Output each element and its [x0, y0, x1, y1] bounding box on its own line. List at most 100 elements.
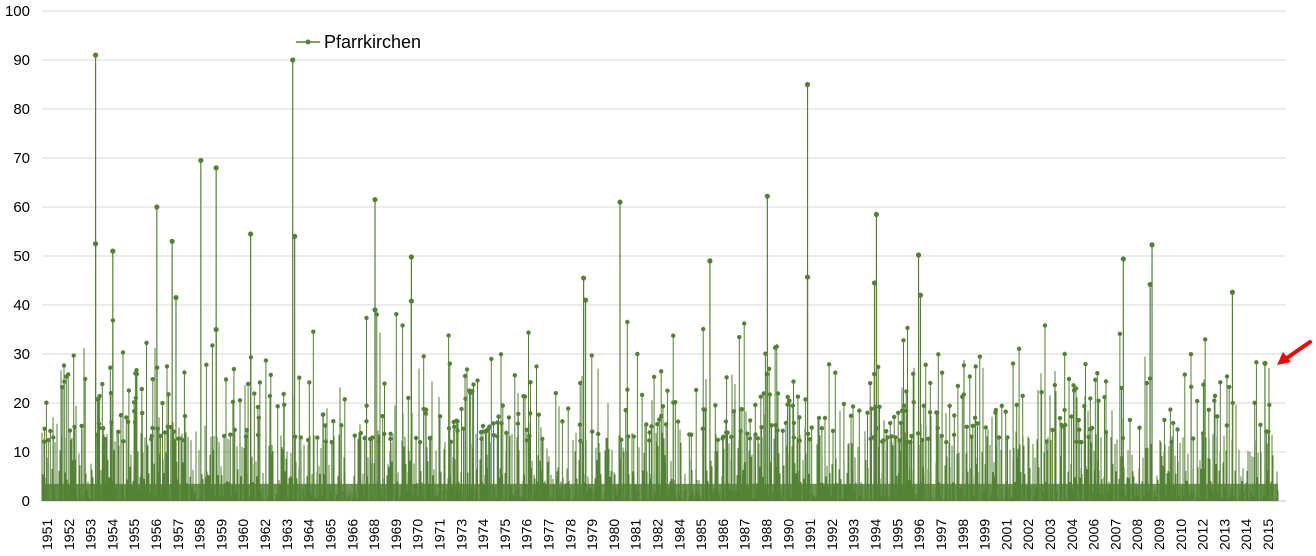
y-axis-ticks: 0 10 20 30 40 50 60 70 80 90 100 [5, 3, 30, 510]
red-arrow-annotation [1277, 340, 1312, 365]
data-point [109, 420, 114, 425]
data-point [961, 363, 967, 368]
data-point [738, 428, 743, 434]
x-tick-label: 2004 [1064, 519, 1080, 550]
data-point [72, 424, 77, 430]
peak-point [92, 241, 99, 247]
data-point [164, 364, 170, 369]
x-tick-label: 1984 [671, 519, 687, 550]
peak-point [292, 233, 298, 239]
data-point [764, 371, 769, 377]
data-point [79, 423, 84, 429]
x-tick-label: 1976 [519, 519, 535, 550]
data-point [841, 401, 847, 407]
data-point [417, 439, 423, 445]
data-point [139, 386, 144, 392]
data-point [500, 403, 505, 408]
data-point [110, 318, 116, 323]
data-point [516, 411, 521, 417]
data-point [255, 432, 261, 438]
x-tick-label: 1981 [628, 519, 644, 550]
data-point [893, 435, 898, 440]
legend: Pfarrkirchen [296, 32, 421, 52]
peak-point [915, 252, 922, 258]
data-point [496, 414, 501, 419]
data-point [406, 395, 411, 401]
x-tick-label: 1953 [83, 519, 99, 550]
peak-point [213, 165, 219, 171]
data-point [791, 379, 796, 384]
data-point [1089, 425, 1095, 431]
x-tick-label: 1985 [693, 519, 709, 550]
data-point [62, 379, 67, 384]
peak-point [372, 307, 378, 313]
x-tick-label: 1955 [126, 519, 142, 550]
x-tick-label: 2007 [1107, 519, 1123, 550]
data-point [881, 438, 886, 443]
data-point [160, 400, 165, 406]
data-point [268, 372, 273, 378]
y-tick-label: 100 [5, 3, 30, 20]
data-point [120, 350, 126, 355]
data-point [358, 430, 363, 436]
data-point [720, 436, 725, 441]
peak-point [707, 258, 713, 264]
data-point [952, 413, 957, 418]
data-point [368, 436, 373, 442]
arrow-head [1277, 352, 1291, 365]
x-tick-label: 1994 [868, 519, 884, 550]
data-point [871, 434, 877, 440]
data-point [491, 421, 496, 426]
y-tick-label: 50 [13, 248, 30, 265]
y-tick-label: 0 [22, 493, 30, 510]
x-tick-label: 2012 [1195, 519, 1211, 550]
data-point [252, 391, 257, 396]
data-point [915, 431, 921, 436]
x-tick-label: 1969 [388, 519, 404, 550]
y-tick-label: 60 [13, 199, 30, 216]
x-tick-label: 1965 [322, 519, 338, 550]
peak-point [408, 298, 414, 304]
data-point [1103, 379, 1109, 384]
x-tick-label: 1975 [497, 519, 513, 550]
data-point [1162, 417, 1167, 423]
x-tick-label: 1957 [170, 519, 186, 550]
data-point [1120, 435, 1126, 441]
peak-point [917, 292, 924, 298]
data-point [447, 361, 452, 366]
data-point [1102, 394, 1107, 400]
data-point [868, 436, 873, 442]
peak-point [290, 57, 296, 63]
gridlines [42, 10, 1286, 502]
x-tick-label: 1960 [235, 519, 251, 550]
data-point [625, 319, 630, 325]
data-point [150, 425, 155, 431]
peak-point [110, 248, 116, 254]
x-tick-label: 1963 [279, 519, 295, 550]
data-point [1203, 337, 1208, 342]
x-tick-label: 1958 [192, 519, 208, 550]
x-tick-label: 1980 [606, 519, 622, 550]
data-point [635, 351, 640, 357]
data-point [64, 374, 69, 379]
x-tick-label: 1979 [584, 519, 600, 550]
y-tick-label: 70 [13, 150, 30, 167]
x-tick-label: 1956 [148, 519, 164, 550]
data-point [118, 412, 124, 418]
data-point [83, 376, 88, 382]
x-tick-label: 1970 [410, 519, 426, 550]
peak-point [1262, 360, 1268, 366]
data-point [830, 428, 836, 434]
data-point [1052, 382, 1058, 388]
data-point [228, 432, 233, 437]
data-point [715, 437, 721, 443]
data-point [909, 433, 914, 439]
data-point [701, 326, 706, 332]
data-point [1079, 439, 1084, 445]
data-point [1044, 439, 1049, 444]
data-point [892, 414, 897, 420]
data-point [231, 366, 237, 372]
data-point [876, 364, 881, 370]
data-point [651, 374, 657, 380]
